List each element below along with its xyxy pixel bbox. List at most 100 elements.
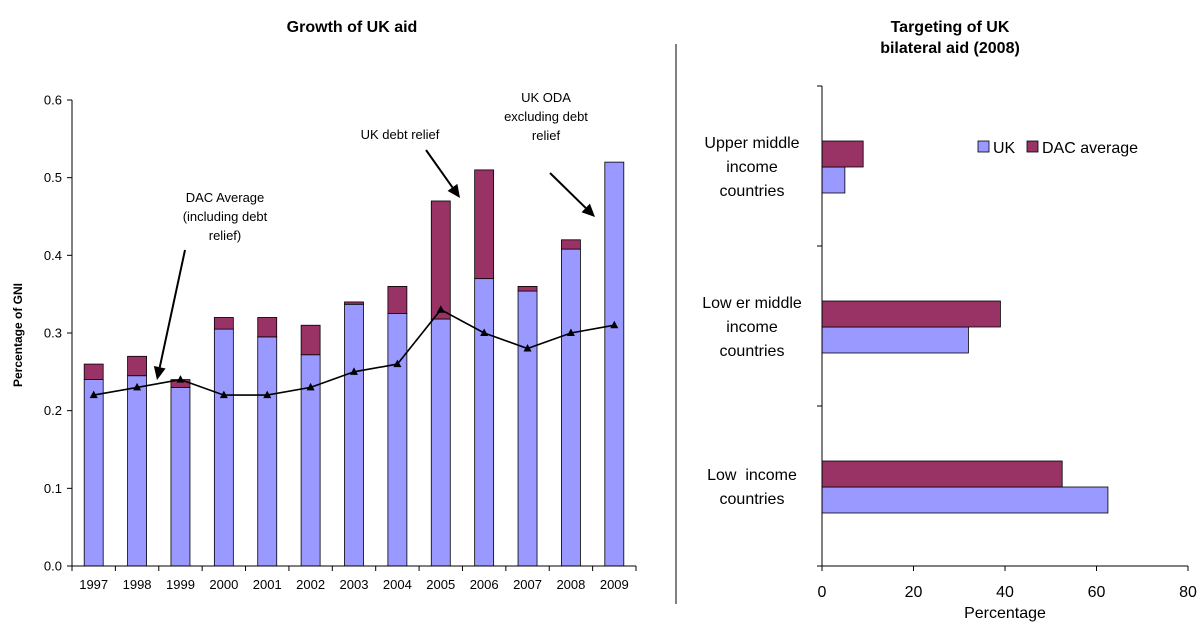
right-category-label: countries bbox=[720, 183, 785, 200]
bar-uk-oda-excl-debt-relief bbox=[127, 375, 147, 567]
dac-average-marker bbox=[133, 382, 142, 391]
annotation-dac-average: relief) bbox=[209, 228, 242, 243]
bar-uk-oda-excl-debt-relief bbox=[170, 386, 191, 567]
left-y-tick-label: 0.0 bbox=[44, 559, 62, 574]
dac-average-marker bbox=[436, 305, 445, 313]
bar-uk-oda-excl-debt-relief bbox=[387, 313, 408, 567]
legend-swatch-uk bbox=[977, 140, 990, 153]
right-x-tick-label: 0 bbox=[818, 584, 827, 601]
bar-uk-debt-relief bbox=[257, 317, 278, 338]
right-chart-title: bilateral aid (2008) bbox=[880, 40, 1020, 57]
dac-average-marker bbox=[176, 375, 185, 383]
bar-uk bbox=[821, 486, 1109, 514]
right-category-label: Low er middle bbox=[702, 295, 802, 312]
dac-average-marker bbox=[393, 359, 402, 368]
annotation-uk-oda: excluding debt bbox=[504, 109, 588, 124]
bar-uk-debt-relief bbox=[300, 324, 321, 356]
left-x-tick-label: 2009 bbox=[600, 577, 629, 592]
dac-average-marker bbox=[89, 390, 98, 399]
left-chart-title: Growth of UK aid bbox=[287, 19, 418, 36]
bar-uk bbox=[821, 326, 969, 354]
left-x-tick-label: 2007 bbox=[513, 577, 542, 592]
bar-uk-oda-excl-debt-relief bbox=[213, 328, 234, 567]
bar-dac-average bbox=[821, 300, 1001, 328]
oda-arrow-shaft bbox=[549, 172, 587, 209]
dac-arrow-head bbox=[153, 366, 166, 380]
right-category-label: income bbox=[726, 319, 778, 336]
left-x-tick-label: 2002 bbox=[296, 577, 325, 592]
left-x-tick-label: 2008 bbox=[556, 577, 585, 592]
left-x-tick-label: 1998 bbox=[123, 577, 152, 592]
bar-dac-average bbox=[821, 460, 1063, 488]
dac-average-marker bbox=[566, 328, 575, 336]
bar-uk-debt-relief bbox=[213, 317, 234, 330]
left-x-tick-label: 2004 bbox=[383, 577, 412, 592]
legend-label-uk: UK bbox=[993, 140, 1016, 157]
debt-relief-arrow-shaft bbox=[425, 149, 454, 188]
left-x-tick-label: 1997 bbox=[79, 577, 108, 592]
right-category-label: countries bbox=[720, 491, 785, 508]
left-y-tick-label: 0.5 bbox=[44, 170, 62, 185]
left-x-tick-label: 2001 bbox=[253, 577, 282, 592]
bar-uk-oda-excl-debt-relief bbox=[474, 278, 495, 567]
bar-uk-debt-relief bbox=[561, 239, 581, 250]
dac-average-marker bbox=[263, 390, 272, 399]
left-y-tick-label: 0.6 bbox=[44, 93, 62, 108]
left-x-tick-label: 2005 bbox=[426, 577, 455, 592]
bar-dac-average bbox=[821, 140, 864, 168]
bar-uk-debt-relief bbox=[517, 285, 538, 292]
right-category-label: income bbox=[726, 159, 778, 176]
left-x-tick-label: 2000 bbox=[209, 577, 238, 592]
left-y-tick-label: 0.3 bbox=[44, 326, 62, 341]
right-category-label: countries bbox=[720, 343, 785, 360]
right-x-tick-label: 60 bbox=[1088, 584, 1106, 601]
bar-uk-debt-relief bbox=[474, 169, 495, 280]
annotation-uk-oda: relief bbox=[532, 128, 561, 143]
bar-uk-oda-excl-debt-relief bbox=[430, 318, 451, 567]
bar-uk-debt-relief bbox=[387, 285, 408, 314]
left-x-tick-label: 1999 bbox=[166, 577, 195, 592]
bar-uk-oda-excl-debt-relief bbox=[344, 303, 364, 567]
bar-uk-oda-excl-debt-relief bbox=[517, 290, 538, 567]
legend-label-dac-average: DAC average bbox=[1042, 140, 1138, 157]
annotation-dac-average: (including debt bbox=[183, 209, 268, 224]
right-x-tick-label: 80 bbox=[1179, 584, 1197, 601]
bar-uk-oda-excl-debt-relief bbox=[561, 248, 581, 567]
left-y-tick-label: 0.1 bbox=[44, 481, 62, 496]
left-y-axis-label: Percentage of GNI bbox=[11, 283, 25, 387]
dac-average-marker bbox=[350, 367, 358, 375]
left-y-tick-label: 0.2 bbox=[44, 403, 62, 418]
right-category-label: Low income bbox=[707, 467, 797, 484]
left-x-tick-label: 2003 bbox=[340, 577, 369, 592]
dac-average-marker bbox=[306, 382, 315, 391]
right-chart-title: Targeting of UK bbox=[891, 19, 1010, 36]
left-x-tick-label: 2006 bbox=[470, 577, 499, 592]
right-x-axis-label: Percentage bbox=[964, 605, 1046, 622]
bar-uk-oda-excl-debt-relief bbox=[257, 336, 278, 567]
bar-uk-debt-relief bbox=[127, 355, 147, 377]
left-y-tick-label: 0.4 bbox=[44, 248, 62, 263]
growth-chart: Growth of UK aid Percentage of GNI 0.0 0.… bbox=[11, 19, 637, 592]
dac-average-marker bbox=[610, 320, 619, 329]
right-x-tick-label: 20 bbox=[905, 584, 923, 601]
targeting-chart: Targeting of UK bilateral aid (2008) Low … bbox=[702, 19, 1197, 622]
bar-uk-oda-excl-debt-relief bbox=[83, 379, 104, 567]
bar-uk bbox=[821, 166, 846, 194]
annotation-dac-average: DAC Average bbox=[186, 190, 265, 205]
bar-uk-debt-relief bbox=[344, 301, 364, 305]
right-x-tick-label: 40 bbox=[996, 584, 1014, 601]
bar-uk-oda-excl-debt-relief bbox=[604, 161, 625, 567]
dac-average-marker bbox=[523, 344, 532, 352]
dac-average-marker bbox=[219, 390, 228, 399]
oda-arrow-head bbox=[581, 203, 595, 217]
debt-relief-arrow-head bbox=[447, 183, 460, 198]
annotation-uk-debt-relief: UK debt relief bbox=[361, 127, 440, 142]
bar-uk-debt-relief bbox=[430, 200, 451, 320]
right-category-label: Upper middle bbox=[704, 135, 799, 152]
dac-arrow-shaft bbox=[158, 249, 186, 368]
bar-uk-debt-relief bbox=[83, 363, 104, 381]
dac-average-marker bbox=[480, 328, 489, 336]
legend-swatch-dac-average bbox=[1026, 140, 1039, 153]
